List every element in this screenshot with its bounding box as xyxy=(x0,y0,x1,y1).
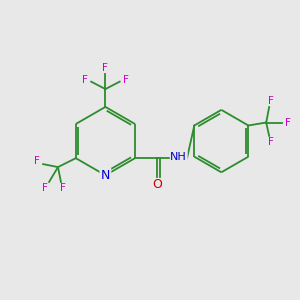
Text: F: F xyxy=(285,118,291,128)
Text: F: F xyxy=(59,184,65,194)
Text: F: F xyxy=(42,183,47,193)
Text: F: F xyxy=(82,75,88,85)
Text: N: N xyxy=(101,169,110,182)
Text: O: O xyxy=(152,178,162,191)
Text: F: F xyxy=(123,75,129,85)
Text: F: F xyxy=(268,137,274,147)
Text: NH: NH xyxy=(170,152,187,162)
Text: F: F xyxy=(34,156,40,166)
Text: F: F xyxy=(268,95,274,106)
Text: F: F xyxy=(103,63,108,73)
